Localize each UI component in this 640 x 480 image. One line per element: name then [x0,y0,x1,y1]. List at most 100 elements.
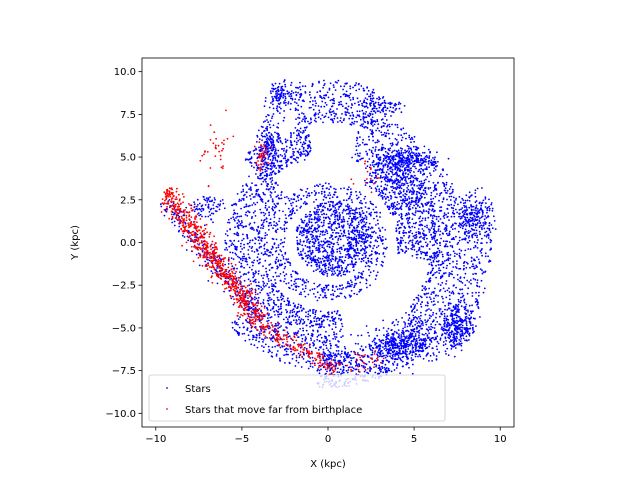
data-point [393,201,396,204]
data-point [462,199,465,202]
data-point [300,105,303,108]
data-point [373,123,376,126]
data-point [302,308,305,310]
data-point [308,107,311,109]
data-point [334,336,336,338]
data-point [408,205,411,208]
data-point [225,242,227,244]
data-point [275,258,278,261]
data-point [411,239,414,242]
data-point [326,245,329,248]
data-point [343,187,345,190]
data-point [351,221,353,224]
data-point [281,155,284,157]
data-point [411,225,414,228]
data-point [369,164,372,166]
data-point [316,263,318,266]
data-point [258,320,261,322]
data-point [358,110,361,113]
data-point [276,296,279,299]
data-point [398,220,401,222]
data-point [329,320,331,322]
data-point [233,211,236,214]
data-point [280,250,283,253]
data-point [395,318,398,321]
data-point [408,314,411,316]
data-point [420,252,423,255]
data-point [321,315,324,318]
data-point [388,191,391,194]
data-point [450,292,453,294]
data-point [283,274,286,277]
data-point [334,236,337,239]
data-point [246,263,249,266]
data-point [227,221,229,224]
data-point [314,211,316,214]
data-point [268,296,271,299]
data-point [363,250,366,252]
data-point [263,253,266,256]
data-point [333,331,335,334]
data-point [298,310,301,313]
data-point [282,295,285,298]
data-point [438,251,441,254]
data-point [389,194,392,197]
data-point [403,234,405,237]
data-point [251,338,254,341]
data-point [441,262,444,265]
data-point [264,337,266,339]
data-point [307,318,309,321]
data-point [319,326,322,329]
data-point [359,118,362,121]
data-point [358,231,361,234]
data-point [415,210,417,212]
data-point [399,185,402,188]
data-point [304,252,306,255]
data-point [320,204,322,207]
data-point [328,89,331,91]
data-point [383,157,385,160]
data-point [390,155,392,157]
data-point [343,93,346,95]
data-point [267,351,270,354]
data-point [340,260,343,263]
data-point [325,112,328,115]
data-point [254,281,257,284]
data-point [237,227,240,230]
data-point [302,288,304,290]
data-point [323,247,325,250]
data-point [271,340,274,343]
data-point [299,306,302,309]
data-point [437,294,439,297]
data-point [452,260,454,263]
data-point [318,192,320,194]
data-point [385,132,388,135]
data-point [355,254,358,257]
data-point [425,210,428,213]
data-point [427,228,430,231]
data-point [303,290,306,293]
data-point [256,346,259,349]
data-point [479,250,482,253]
data-point [296,239,299,242]
data-point [332,110,335,112]
data-point [317,185,320,188]
data-point [397,245,399,248]
data-point [322,206,324,208]
data-point [325,337,328,340]
data-point [455,267,458,269]
data-point [310,221,313,224]
data-point [375,190,378,193]
data-point [303,334,305,336]
data-point [342,261,345,264]
data-point [466,292,469,295]
data-point [316,265,318,268]
data-point [356,142,359,145]
data-point [322,121,324,124]
data-point [300,291,302,294]
data-point [351,283,353,286]
data-point [364,184,367,187]
data-point [365,282,368,285]
data-point [392,191,395,194]
data-point [382,261,384,264]
